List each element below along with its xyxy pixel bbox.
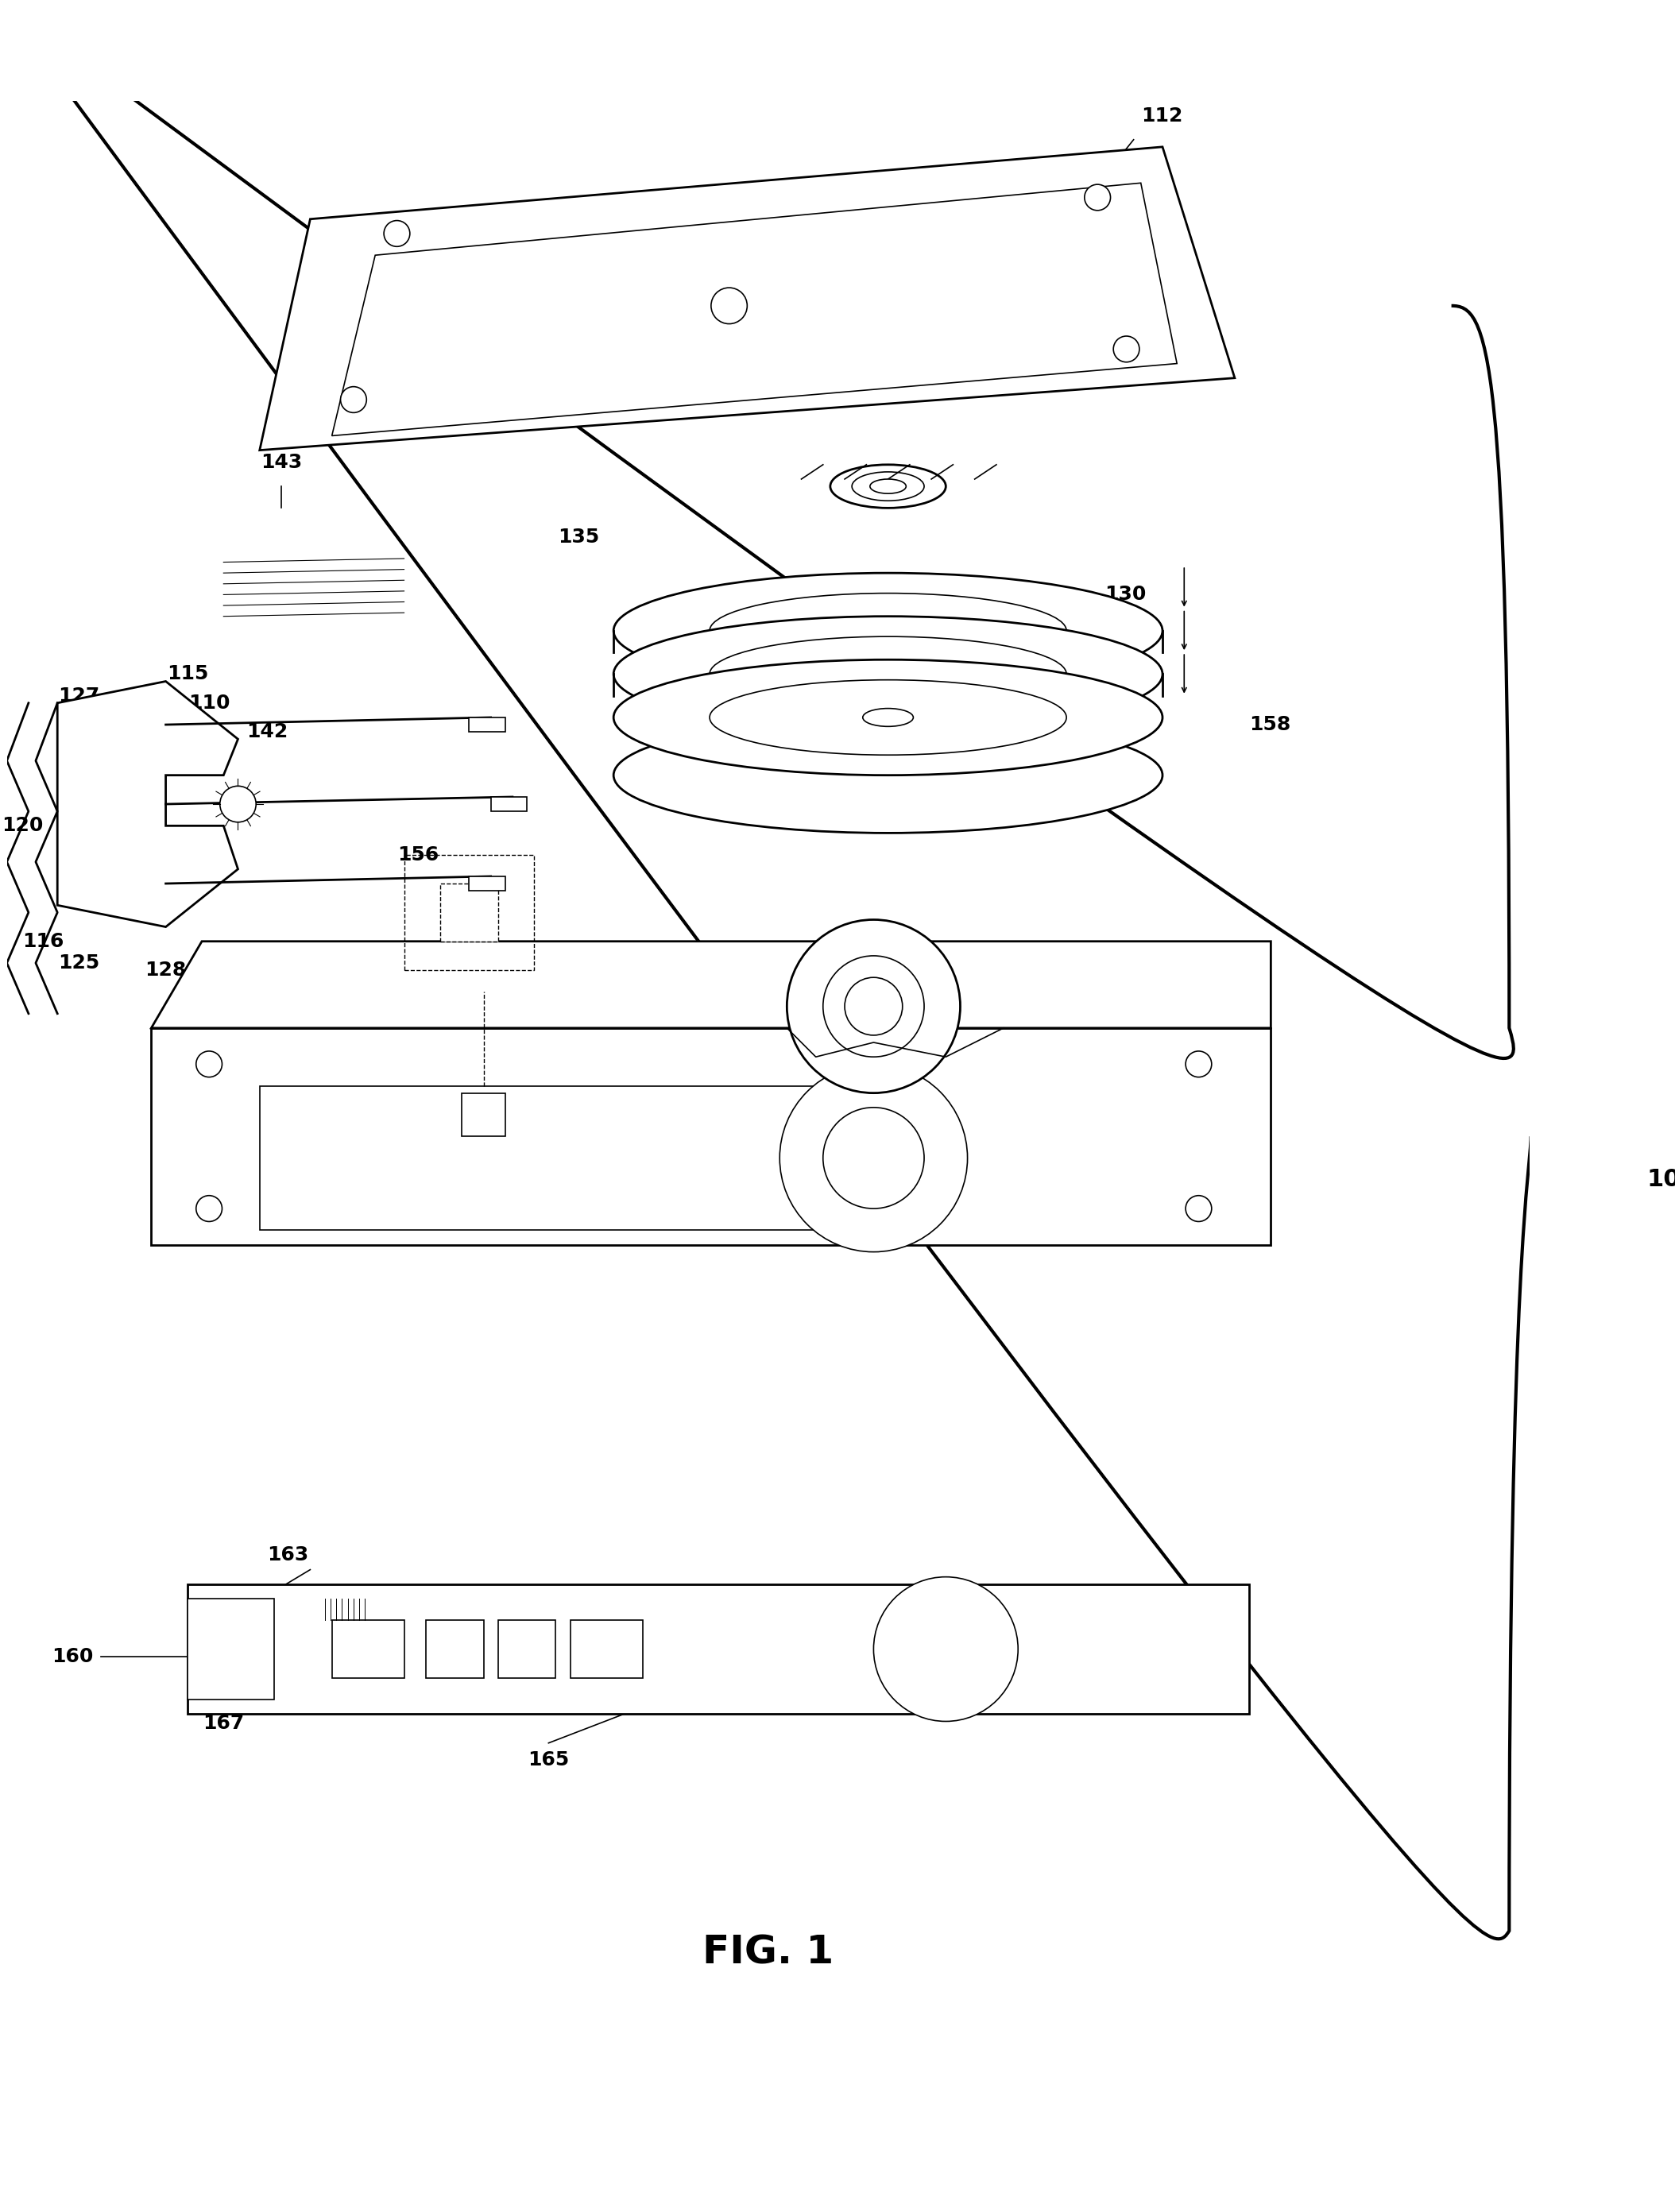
Ellipse shape [710, 593, 1067, 668]
Ellipse shape [613, 659, 1162, 774]
Circle shape [196, 1194, 223, 1221]
PathPatch shape [57, 681, 238, 927]
Text: 163: 163 [266, 1546, 308, 1564]
Text: 100: 100 [1647, 1168, 1675, 1192]
Text: FIG. 1: FIG. 1 [702, 1933, 834, 1971]
Bar [570, 1619, 643, 1679]
Circle shape [384, 221, 410, 246]
Text: 120: 120 [2, 816, 44, 836]
Bar [497, 1619, 556, 1679]
Text: 135: 135 [558, 526, 600, 546]
Ellipse shape [710, 637, 1067, 712]
PathPatch shape [209, 509, 425, 637]
Circle shape [340, 387, 367, 414]
Circle shape [712, 288, 747, 323]
Circle shape [1186, 1051, 1211, 1077]
Bar [491, 796, 528, 812]
Text: 116: 116 [22, 931, 64, 951]
Circle shape [787, 920, 960, 1093]
Text: 140: 140 [1003, 998, 1045, 1015]
Circle shape [874, 1577, 1018, 1721]
PathPatch shape [151, 1029, 1271, 1245]
Ellipse shape [613, 617, 1162, 732]
Ellipse shape [613, 717, 1162, 834]
Circle shape [844, 978, 903, 1035]
Text: 167: 167 [203, 1714, 245, 1734]
Circle shape [1084, 184, 1111, 210]
Text: 112: 112 [1141, 106, 1183, 126]
Ellipse shape [853, 471, 925, 500]
Circle shape [822, 1108, 925, 1208]
PathPatch shape [188, 1584, 1250, 1714]
Bar [441, 883, 497, 942]
Circle shape [196, 1051, 223, 1077]
Circle shape [779, 1064, 968, 1252]
PathPatch shape [260, 146, 1234, 451]
Text: 115: 115 [166, 664, 208, 684]
Ellipse shape [710, 679, 1067, 754]
Bar [260, 1086, 910, 1230]
Circle shape [219, 785, 256, 823]
Text: 113: 113 [310, 1199, 352, 1219]
Bar [332, 1619, 404, 1679]
Text: 142: 142 [246, 723, 288, 741]
Bar [404, 854, 534, 971]
Bar [462, 1093, 506, 1137]
Bar [469, 717, 506, 732]
Text: 165: 165 [528, 1750, 570, 1770]
Text: 128: 128 [146, 960, 186, 980]
Circle shape [1186, 1194, 1211, 1221]
Ellipse shape [863, 666, 913, 684]
Circle shape [1114, 336, 1139, 363]
Text: 160: 160 [52, 1646, 94, 1666]
Text: 145: 145 [246, 960, 288, 980]
Ellipse shape [831, 465, 946, 509]
Text: 110: 110 [188, 692, 229, 712]
Bar [469, 876, 506, 891]
Ellipse shape [869, 480, 906, 493]
Ellipse shape [863, 622, 913, 639]
Text: 156: 156 [397, 845, 439, 865]
Bar [188, 1599, 275, 1699]
Ellipse shape [863, 708, 913, 726]
Text: 143: 143 [261, 453, 302, 471]
Circle shape [822, 956, 925, 1057]
Text: 125: 125 [59, 953, 100, 973]
Ellipse shape [613, 573, 1162, 688]
Text: 127: 127 [59, 686, 100, 706]
Text: 130: 130 [1106, 586, 1146, 604]
Text: 158: 158 [1250, 714, 1291, 734]
Bar [425, 1619, 484, 1679]
PathPatch shape [151, 942, 1271, 1029]
